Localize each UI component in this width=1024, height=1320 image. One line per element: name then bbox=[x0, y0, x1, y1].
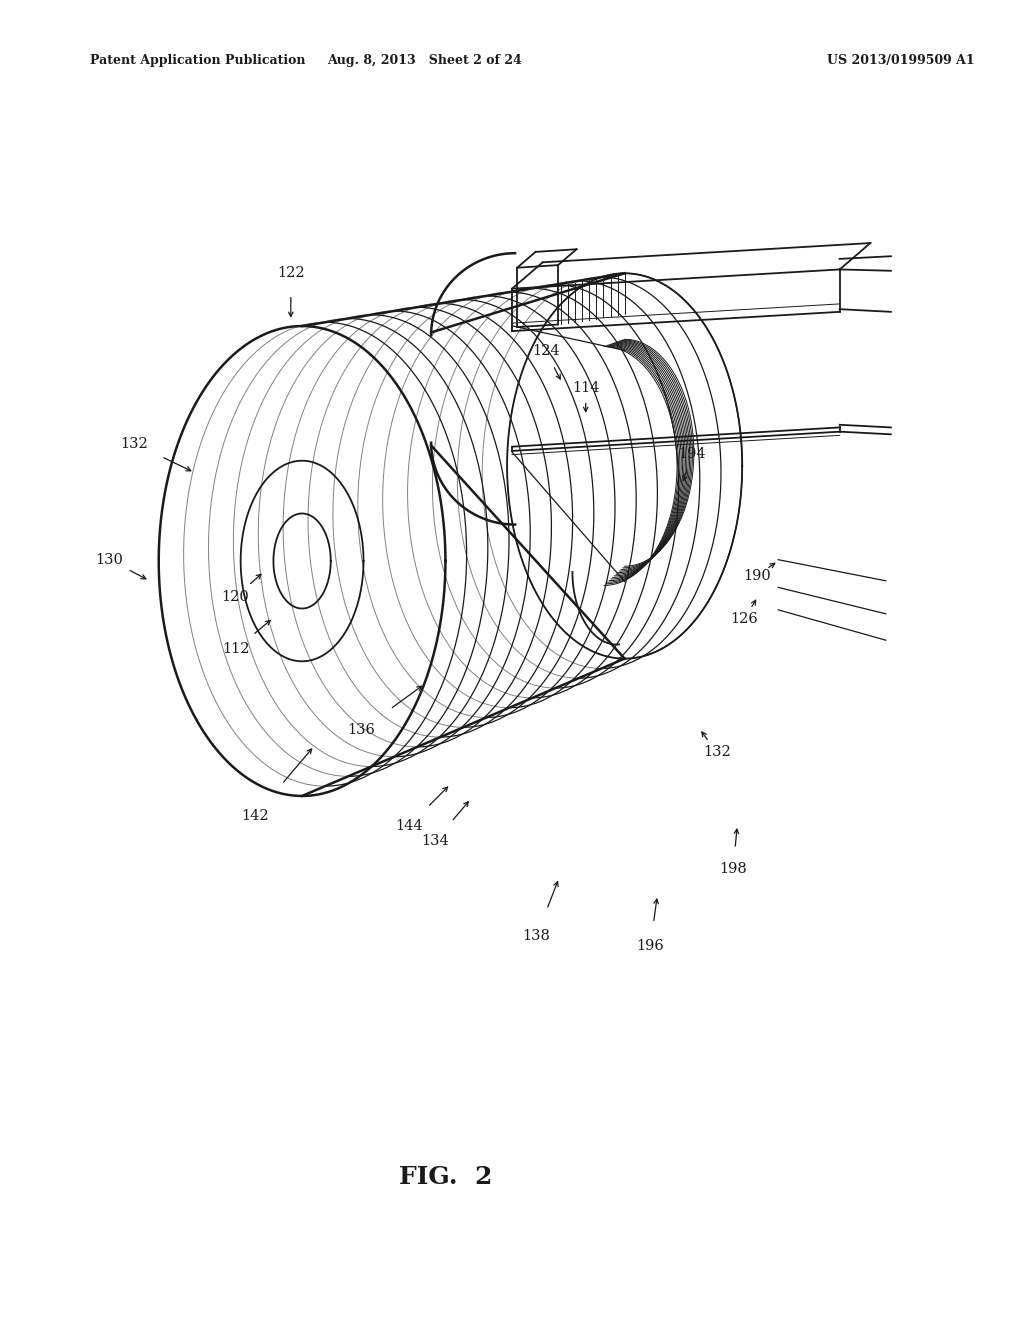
Text: 124: 124 bbox=[532, 345, 559, 358]
Text: Patent Application Publication: Patent Application Publication bbox=[90, 54, 305, 67]
Text: 126: 126 bbox=[730, 612, 759, 626]
Text: 144: 144 bbox=[395, 820, 422, 833]
Text: 112: 112 bbox=[222, 643, 249, 656]
Text: 114: 114 bbox=[572, 381, 599, 395]
Text: Aug. 8, 2013   Sheet 2 of 24: Aug. 8, 2013 Sheet 2 of 24 bbox=[328, 54, 522, 67]
Text: 132: 132 bbox=[120, 437, 148, 450]
Text: 120: 120 bbox=[221, 590, 250, 603]
Text: 190: 190 bbox=[742, 569, 771, 582]
Text: 138: 138 bbox=[522, 929, 551, 942]
Text: US 2013/0199509 A1: US 2013/0199509 A1 bbox=[827, 54, 975, 67]
Text: 196: 196 bbox=[636, 940, 665, 953]
Text: 194: 194 bbox=[679, 447, 706, 461]
Text: 134: 134 bbox=[421, 834, 450, 847]
Text: 136: 136 bbox=[347, 723, 376, 737]
Text: 132: 132 bbox=[702, 746, 731, 759]
Text: 130: 130 bbox=[95, 553, 124, 566]
Text: FIG.  2: FIG. 2 bbox=[398, 1166, 493, 1189]
Text: 122: 122 bbox=[278, 267, 304, 280]
Text: 198: 198 bbox=[719, 862, 748, 875]
Text: 142: 142 bbox=[242, 809, 268, 822]
